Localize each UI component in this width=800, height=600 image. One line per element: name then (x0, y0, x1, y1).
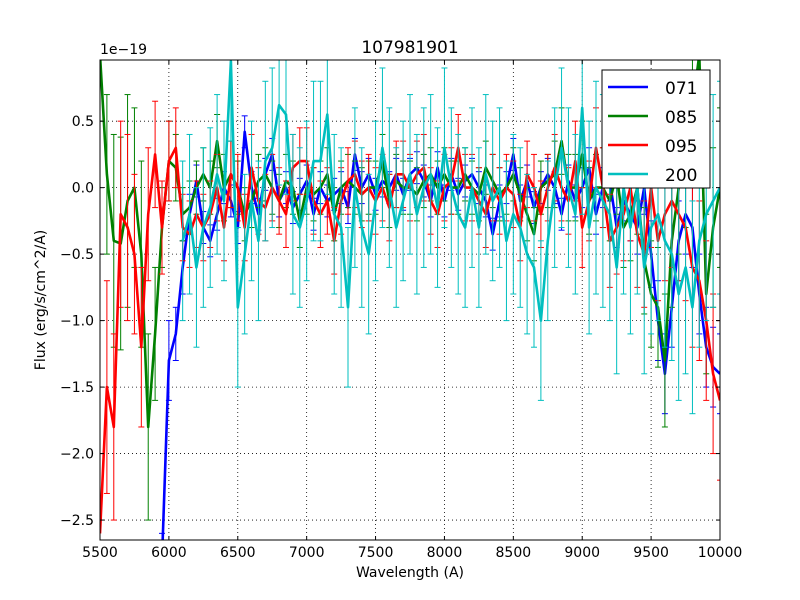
chart-title: 107981901 (361, 38, 458, 58)
x-tick-label: 5500 (82, 545, 118, 561)
legend-box (601, 69, 711, 189)
y-tick-label: −1.5 (60, 380, 94, 396)
y-tick-label: −2.0 (60, 447, 94, 463)
series-line-200 (181, 60, 720, 322)
x-tick-label: 8000 (427, 545, 463, 561)
x-tick-label: 10000 (698, 545, 743, 561)
x-tick-label: 6500 (220, 545, 256, 561)
y-tick-label: −0.5 (60, 247, 94, 263)
x-axis-label: Wavelength (A) (356, 565, 464, 581)
legend-label-085: 085 (665, 108, 697, 128)
axis-ticks: 5500 6000 6500 7000 7500 8000 8500 9000 9500 1000… (60, 60, 742, 561)
y-tick-label: 0.0 (72, 181, 94, 197)
x-tick-label: 9500 (633, 545, 669, 561)
y-axis-label: Flux (erg/s/cm^2/A) (33, 230, 49, 370)
x-tick-label: 7500 (358, 545, 394, 561)
y-tick-label: −1.0 (60, 314, 94, 330)
series-layer (100, 60, 720, 540)
x-tick-label: 8500 (496, 545, 532, 561)
x-tick-label: 7000 (289, 545, 325, 561)
x-tick-label: 6000 (151, 545, 187, 561)
y-offset-label: 1e−19 (100, 42, 147, 58)
legend-label-095: 095 (665, 137, 697, 157)
legend-label-071: 071 (665, 79, 697, 99)
x-tick-label: 9000 (564, 545, 600, 561)
legend: 071 085 095 200 (601, 69, 711, 189)
plot-frame (99, 59, 721, 541)
y-tick-label: −2.5 (60, 513, 94, 529)
legend-label-200: 200 (665, 166, 697, 186)
y-tick-label: 0.5 (72, 114, 94, 130)
